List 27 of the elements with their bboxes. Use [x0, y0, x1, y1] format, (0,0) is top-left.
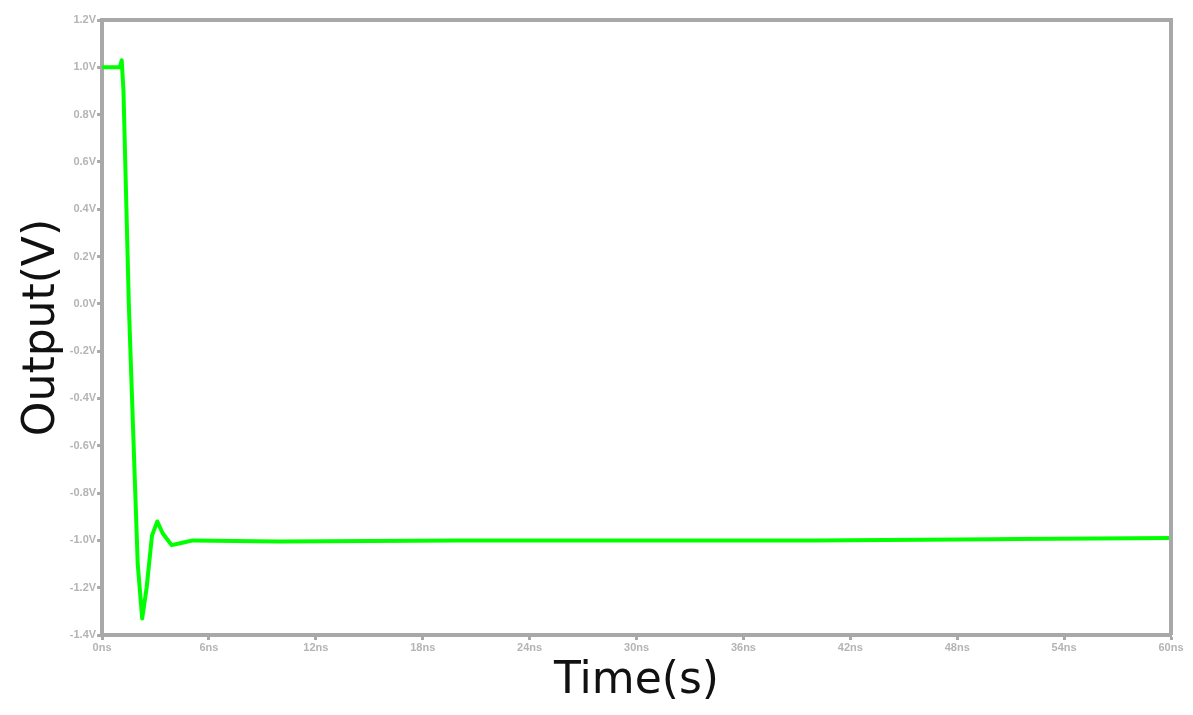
y-tick-label: 0.2V — [73, 249, 97, 262]
x-tick-label: 24ns — [517, 640, 543, 653]
y-tick-label: -1.4V — [69, 628, 97, 641]
y-tick-label: -0.4V — [69, 391, 97, 404]
y-axis-title: Output(V) — [12, 218, 64, 437]
y-tick-label: -0.2V — [69, 344, 97, 357]
x-axis-title: Time(s) — [553, 652, 720, 704]
x-tick-label: 60ns — [1158, 640, 1184, 653]
x-tick-label: 30ns — [624, 640, 650, 653]
x-tick-label: 0ns — [92, 640, 112, 653]
y-tick-label: -1.0V — [69, 533, 97, 546]
x-tick-label: 54ns — [1051, 640, 1077, 653]
x-tick-label: 12ns — [303, 640, 329, 653]
y-tick-label: -0.8V — [69, 486, 97, 499]
x-tick-label: 18ns — [410, 640, 436, 653]
y-tick-label: 1.2V — [73, 13, 97, 26]
y-tick-label: -1.2V — [69, 580, 97, 593]
y-tick-label: 0.6V — [73, 154, 97, 167]
x-tick-label: 42ns — [837, 640, 863, 653]
x-tick-label: 36ns — [730, 640, 756, 653]
y-tick-label: 0.8V — [73, 107, 97, 120]
x-tick-label: 6ns — [199, 640, 219, 653]
y-tick-label: 1.0V — [73, 60, 97, 73]
y-tick-label: 0.4V — [73, 202, 97, 215]
x-tick-label: 48ns — [944, 640, 970, 653]
y-tick-label: -0.6V — [69, 438, 97, 451]
y-tick-label: 0.0V — [73, 296, 97, 309]
